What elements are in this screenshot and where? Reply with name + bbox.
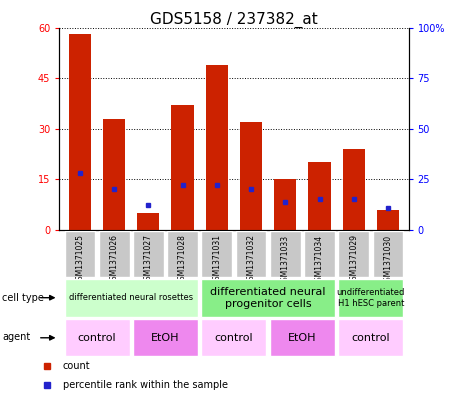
- Text: GSM1371025: GSM1371025: [76, 234, 85, 285]
- Bar: [206, 64, 228, 230]
- Title: GDS5158 / 237382_at: GDS5158 / 237382_at: [150, 11, 318, 28]
- Bar: [167, 231, 198, 277]
- Bar: [240, 122, 262, 230]
- Text: GSM1371029: GSM1371029: [349, 234, 358, 285]
- Text: control: control: [352, 332, 390, 343]
- Text: percentile rank within the sample: percentile rank within the sample: [63, 380, 228, 390]
- Text: GSM1371030: GSM1371030: [383, 234, 392, 286]
- Text: GSM1371031: GSM1371031: [212, 234, 221, 285]
- Bar: [65, 319, 130, 356]
- Text: GSM1371027: GSM1371027: [144, 234, 153, 285]
- Bar: [274, 179, 296, 230]
- Text: differentiated neural
progenitor cells: differentiated neural progenitor cells: [210, 287, 326, 309]
- Text: agent: agent: [2, 332, 30, 342]
- Bar: [65, 279, 198, 317]
- Bar: [270, 319, 335, 356]
- Text: control: control: [78, 332, 116, 343]
- Text: count: count: [63, 361, 91, 371]
- Bar: [69, 34, 91, 230]
- Text: EtOH: EtOH: [151, 332, 180, 343]
- Bar: [201, 231, 232, 277]
- Bar: [304, 231, 335, 277]
- Text: GSM1371034: GSM1371034: [315, 234, 324, 286]
- Bar: [201, 319, 266, 356]
- Bar: [171, 105, 194, 230]
- Text: differentiated neural rosettes: differentiated neural rosettes: [69, 294, 193, 302]
- Text: GSM1371033: GSM1371033: [281, 234, 290, 286]
- Bar: [308, 162, 331, 230]
- Bar: [201, 279, 335, 317]
- Bar: [133, 319, 198, 356]
- Bar: [338, 231, 369, 277]
- Bar: [372, 231, 403, 277]
- Text: cell type: cell type: [2, 292, 44, 303]
- Text: undifferentiated
H1 hESC parent: undifferentiated H1 hESC parent: [337, 288, 405, 308]
- Text: GSM1371028: GSM1371028: [178, 234, 187, 285]
- Bar: [103, 119, 125, 230]
- Bar: [338, 279, 403, 317]
- Text: GSM1371032: GSM1371032: [247, 234, 256, 285]
- Text: GSM1371026: GSM1371026: [110, 234, 119, 285]
- Bar: [236, 231, 266, 277]
- Bar: [133, 231, 164, 277]
- Bar: [137, 213, 160, 230]
- Bar: [377, 209, 399, 230]
- Bar: [338, 319, 403, 356]
- Bar: [270, 231, 301, 277]
- Text: EtOH: EtOH: [288, 332, 317, 343]
- Bar: [65, 231, 95, 277]
- Bar: [342, 149, 365, 230]
- Text: control: control: [215, 332, 253, 343]
- Bar: [99, 231, 130, 277]
